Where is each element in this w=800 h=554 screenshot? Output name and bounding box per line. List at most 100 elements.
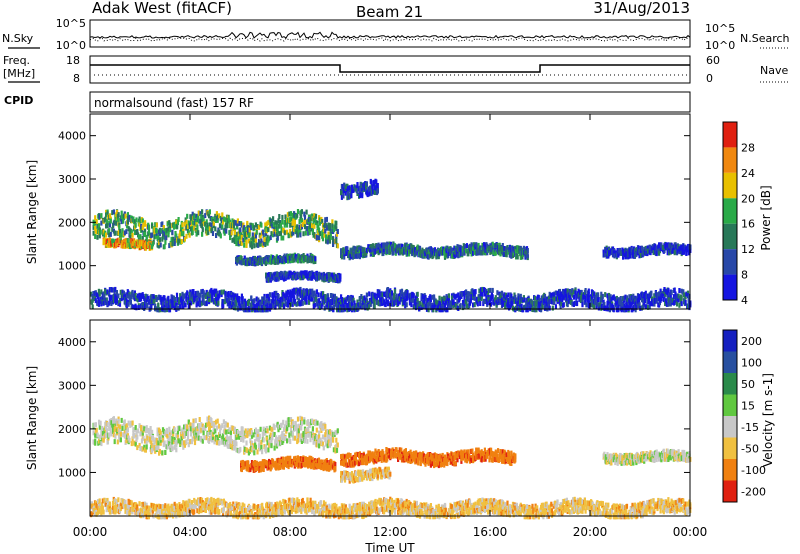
echo-cell	[640, 248, 643, 254]
echo-cell	[285, 295, 288, 301]
echo-cell	[202, 216, 205, 222]
echo-cell	[358, 185, 361, 191]
echo-cell	[587, 288, 590, 294]
echo-cell	[134, 425, 137, 430]
echo-cell	[325, 238, 328, 244]
echo-cell	[197, 292, 200, 298]
echo-cell	[108, 228, 111, 234]
echo-cell	[444, 300, 447, 306]
echo-cell	[653, 301, 656, 307]
echo-cell	[379, 296, 382, 302]
echo-cell	[288, 232, 291, 238]
echo-cell	[185, 292, 188, 298]
echo-cell	[308, 292, 311, 298]
echo-cell	[230, 230, 233, 236]
echo-cell	[586, 297, 590, 303]
echo-cell	[264, 231, 268, 237]
cpid-panel-frame	[89, 91, 691, 113]
echo-cell	[550, 292, 553, 298]
echo-cell	[372, 292, 375, 298]
nave-tick-bottom: 0	[706, 72, 713, 85]
echo-cell	[250, 244, 254, 250]
echo-cell	[369, 301, 372, 307]
echo-cell	[155, 440, 158, 446]
echo-cell	[206, 222, 209, 228]
echo-cell	[150, 294, 154, 300]
echo-cell	[157, 445, 160, 450]
noise-tick-right-top: 10^5	[705, 22, 735, 35]
echo-cell	[494, 298, 497, 303]
echo-cell	[640, 253, 643, 258]
echo-cell	[314, 256, 317, 262]
echo-cell	[197, 210, 200, 216]
echo-cell	[199, 292, 202, 298]
echo-cell	[376, 188, 379, 194]
colorbar-tick-label: 20	[741, 192, 755, 205]
echo-cell	[405, 302, 408, 308]
echo-cell	[162, 428, 165, 434]
echo-cell	[164, 239, 167, 245]
echo-cell	[600, 291, 603, 297]
echo-cell	[247, 238, 250, 244]
echo-cell	[456, 299, 459, 305]
echo-cell	[429, 300, 432, 306]
echo-cell	[273, 231, 276, 237]
echo-cell	[519, 254, 522, 260]
echo-cell	[471, 288, 474, 294]
echo-cell	[158, 243, 161, 249]
echo-cell	[523, 297, 526, 303]
echo-cell	[192, 289, 195, 294]
echo-cell	[117, 418, 120, 424]
echo-cell	[418, 245, 422, 251]
echo-cell	[411, 251, 414, 257]
echo-cell	[264, 261, 267, 266]
echo-cell	[330, 276, 333, 282]
echo-cell	[447, 293, 450, 299]
echo-cell	[573, 300, 576, 306]
echo-cell	[160, 434, 163, 440]
echo-cell	[363, 295, 366, 301]
echo-cell	[136, 445, 139, 451]
echo-cell	[565, 288, 568, 294]
echo-cell	[113, 439, 116, 445]
echo-cell	[353, 300, 356, 306]
echo-cell	[264, 222, 267, 228]
echo-cell	[308, 230, 311, 235]
echo-cell	[251, 305, 254, 311]
echo-cell	[413, 304, 416, 310]
echo-cell	[674, 249, 677, 255]
echo-cell	[302, 231, 305, 237]
echo-cell	[665, 301, 668, 307]
echo-cell	[613, 253, 616, 259]
echo-cell	[103, 429, 106, 435]
echo-cell	[117, 212, 120, 218]
echo-cell	[98, 233, 101, 239]
echo-cell	[185, 439, 188, 445]
echo-cell	[141, 225, 144, 231]
echo-cell	[278, 231, 281, 237]
echo-cell	[645, 304, 648, 310]
echo-cell	[109, 231, 112, 237]
echo-cell	[131, 420, 134, 426]
echo-cell	[340, 190, 343, 196]
echo-cell	[678, 288, 681, 293]
echo-cell	[265, 276, 268, 281]
echo-cell	[106, 211, 109, 217]
echo-cell	[242, 222, 245, 228]
echo-cell	[91, 297, 94, 303]
echo-cell	[619, 296, 622, 301]
echo-cell	[283, 219, 286, 225]
echo-cell	[481, 286, 484, 292]
echo-cell	[300, 214, 303, 220]
echo-cell	[136, 229, 139, 234]
echo-cell	[252, 239, 255, 245]
nsky-label: N.Sky	[2, 32, 34, 45]
echo-cell	[216, 230, 219, 236]
echo-cell	[212, 220, 215, 226]
echo-cell	[358, 254, 361, 260]
echo-cell	[328, 234, 331, 240]
echo-cell	[183, 293, 186, 299]
echo-cell	[230, 291, 233, 297]
echo-cell	[95, 229, 98, 235]
echo-cell	[352, 297, 355, 303]
